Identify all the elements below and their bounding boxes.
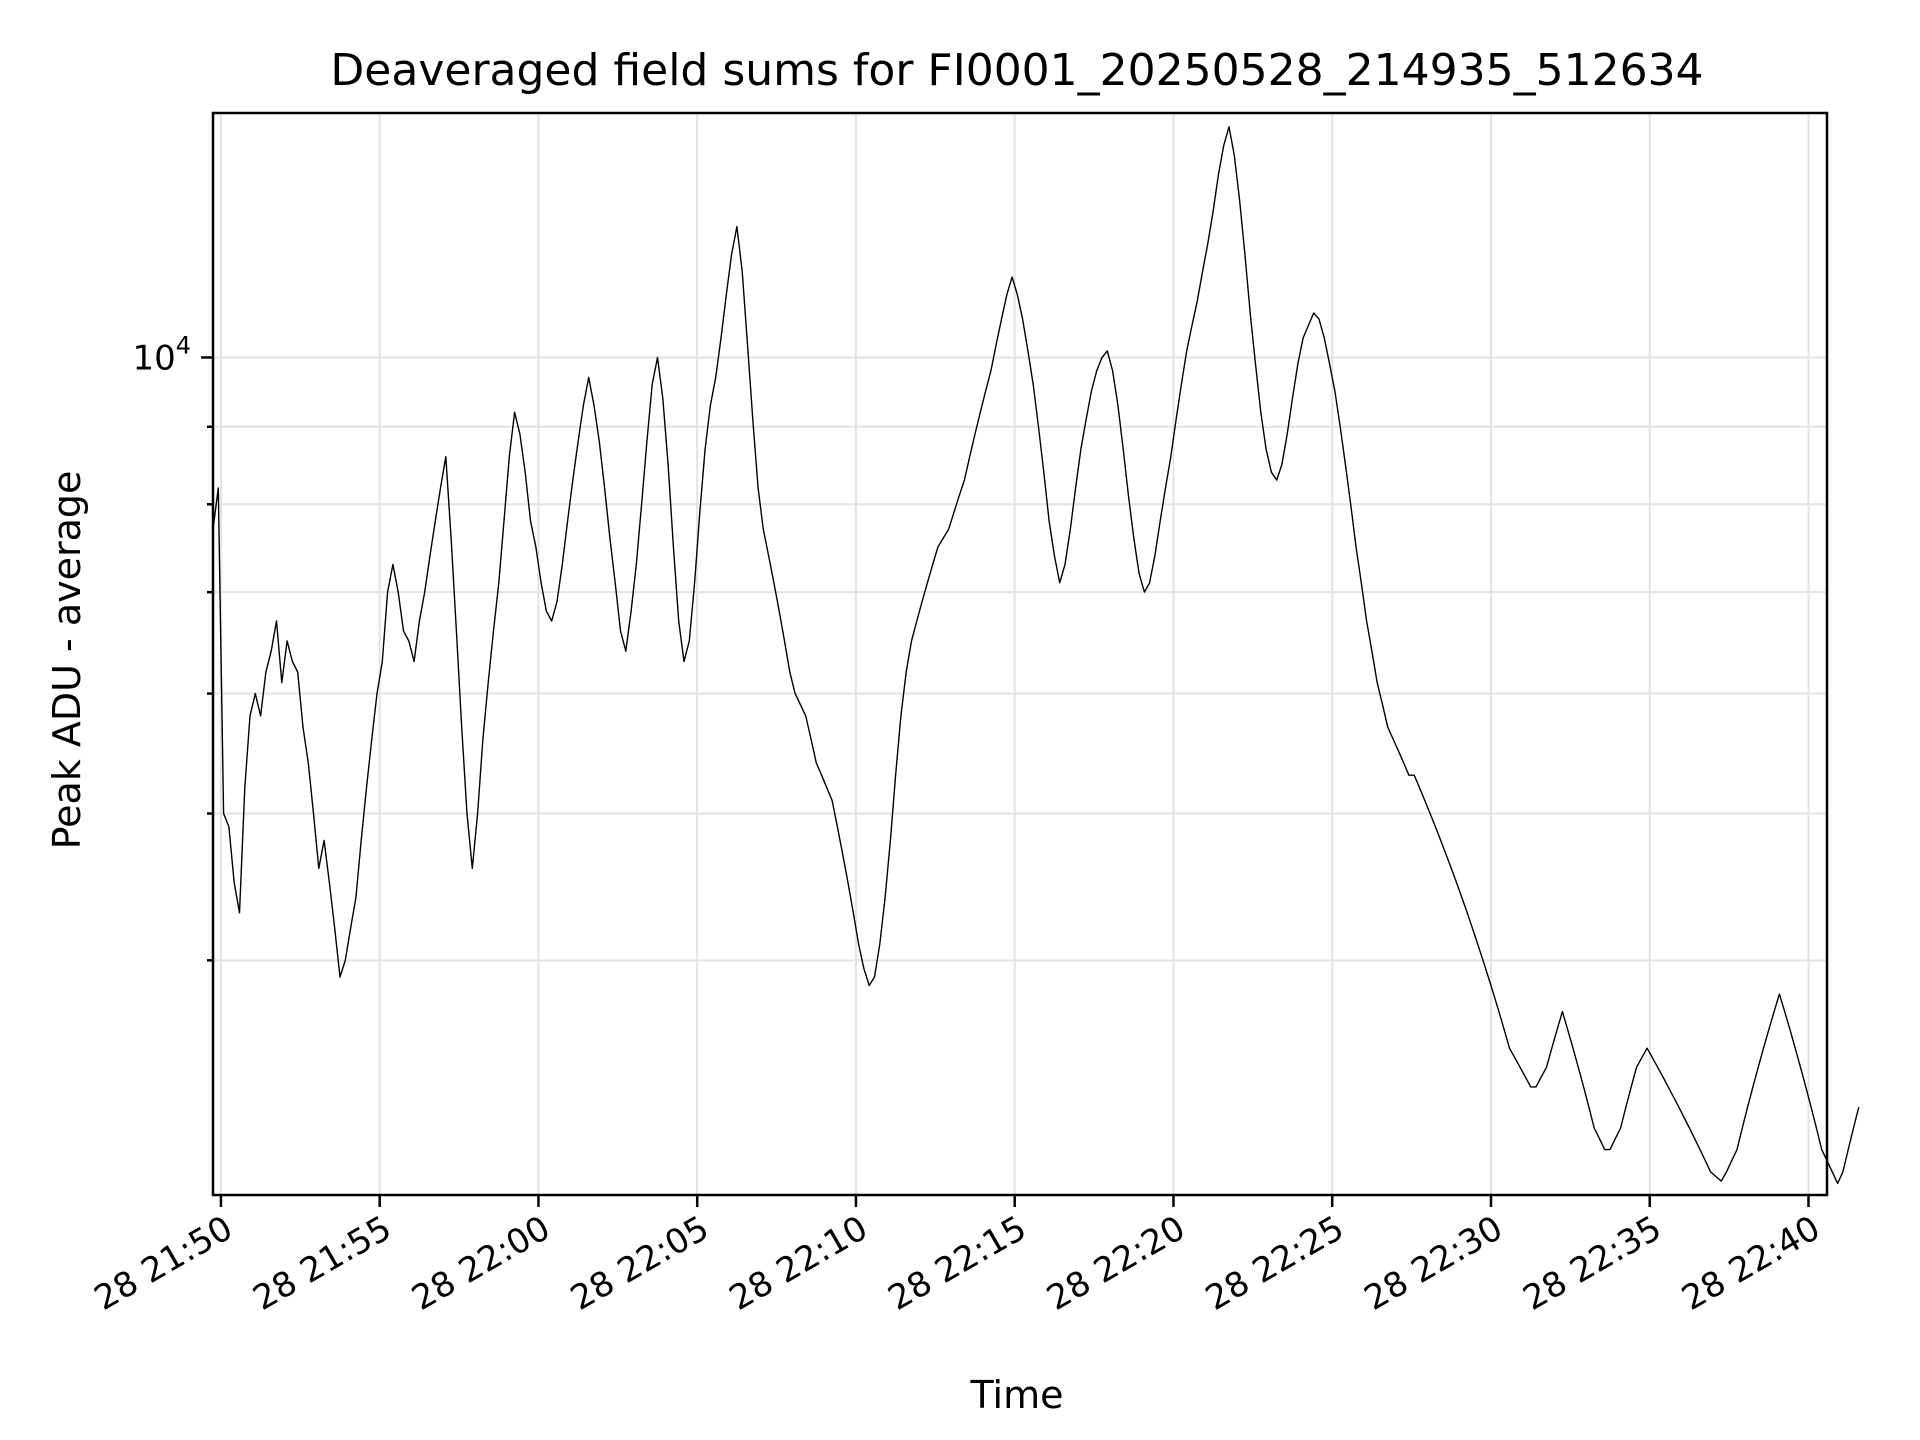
y-tick-label: 104 bbox=[132, 331, 191, 378]
chart-title: Deaveraged field sums for FI0001_2025052… bbox=[330, 45, 1703, 96]
plot-frame bbox=[211, 111, 1829, 1197]
series-line bbox=[212, 126, 1860, 1185]
x-axis-label: Time bbox=[970, 1373, 1064, 1417]
data-series bbox=[212, 126, 1860, 1185]
grid-lines bbox=[213, 113, 1827, 1195]
y-axis-label: Peak ADU - average bbox=[45, 471, 89, 850]
